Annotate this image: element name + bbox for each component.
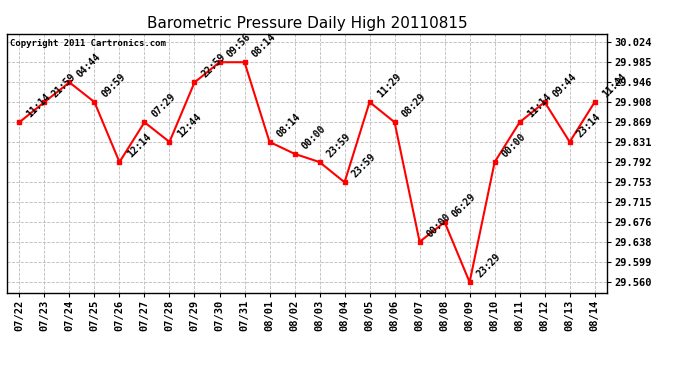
- Text: 11:14: 11:14: [525, 92, 553, 120]
- Text: 08:14: 08:14: [250, 32, 278, 59]
- Text: 09:44: 09:44: [550, 72, 578, 99]
- Text: 00:00: 00:00: [300, 123, 328, 151]
- Text: 12:14: 12:14: [125, 132, 153, 159]
- Text: 11:29: 11:29: [375, 72, 403, 99]
- Text: 21:59: 21:59: [50, 72, 78, 99]
- Text: 06:29: 06:29: [450, 192, 478, 219]
- Text: 11:14: 11:14: [25, 92, 53, 120]
- Text: 11:44: 11:44: [600, 72, 628, 99]
- Text: 09:59: 09:59: [100, 72, 128, 99]
- Text: 08:14: 08:14: [275, 111, 303, 139]
- Text: 23:14: 23:14: [575, 111, 603, 139]
- Text: 00:00: 00:00: [425, 211, 453, 239]
- Text: 23:59: 23:59: [350, 152, 378, 180]
- Text: 12:44: 12:44: [175, 111, 203, 139]
- Text: 00:00: 00:00: [500, 132, 528, 159]
- Text: 07:29: 07:29: [150, 92, 178, 120]
- Text: 09:56: 09:56: [225, 32, 253, 59]
- Text: Copyright 2011 Cartronics.com: Copyright 2011 Cartronics.com: [10, 39, 166, 48]
- Text: 22:59: 22:59: [200, 52, 228, 80]
- Text: 08:29: 08:29: [400, 92, 428, 120]
- Text: 23:29: 23:29: [475, 252, 503, 279]
- Text: 23:59: 23:59: [325, 132, 353, 159]
- Text: 04:44: 04:44: [75, 52, 103, 80]
- Title: Barometric Pressure Daily High 20110815: Barometric Pressure Daily High 20110815: [147, 16, 467, 31]
